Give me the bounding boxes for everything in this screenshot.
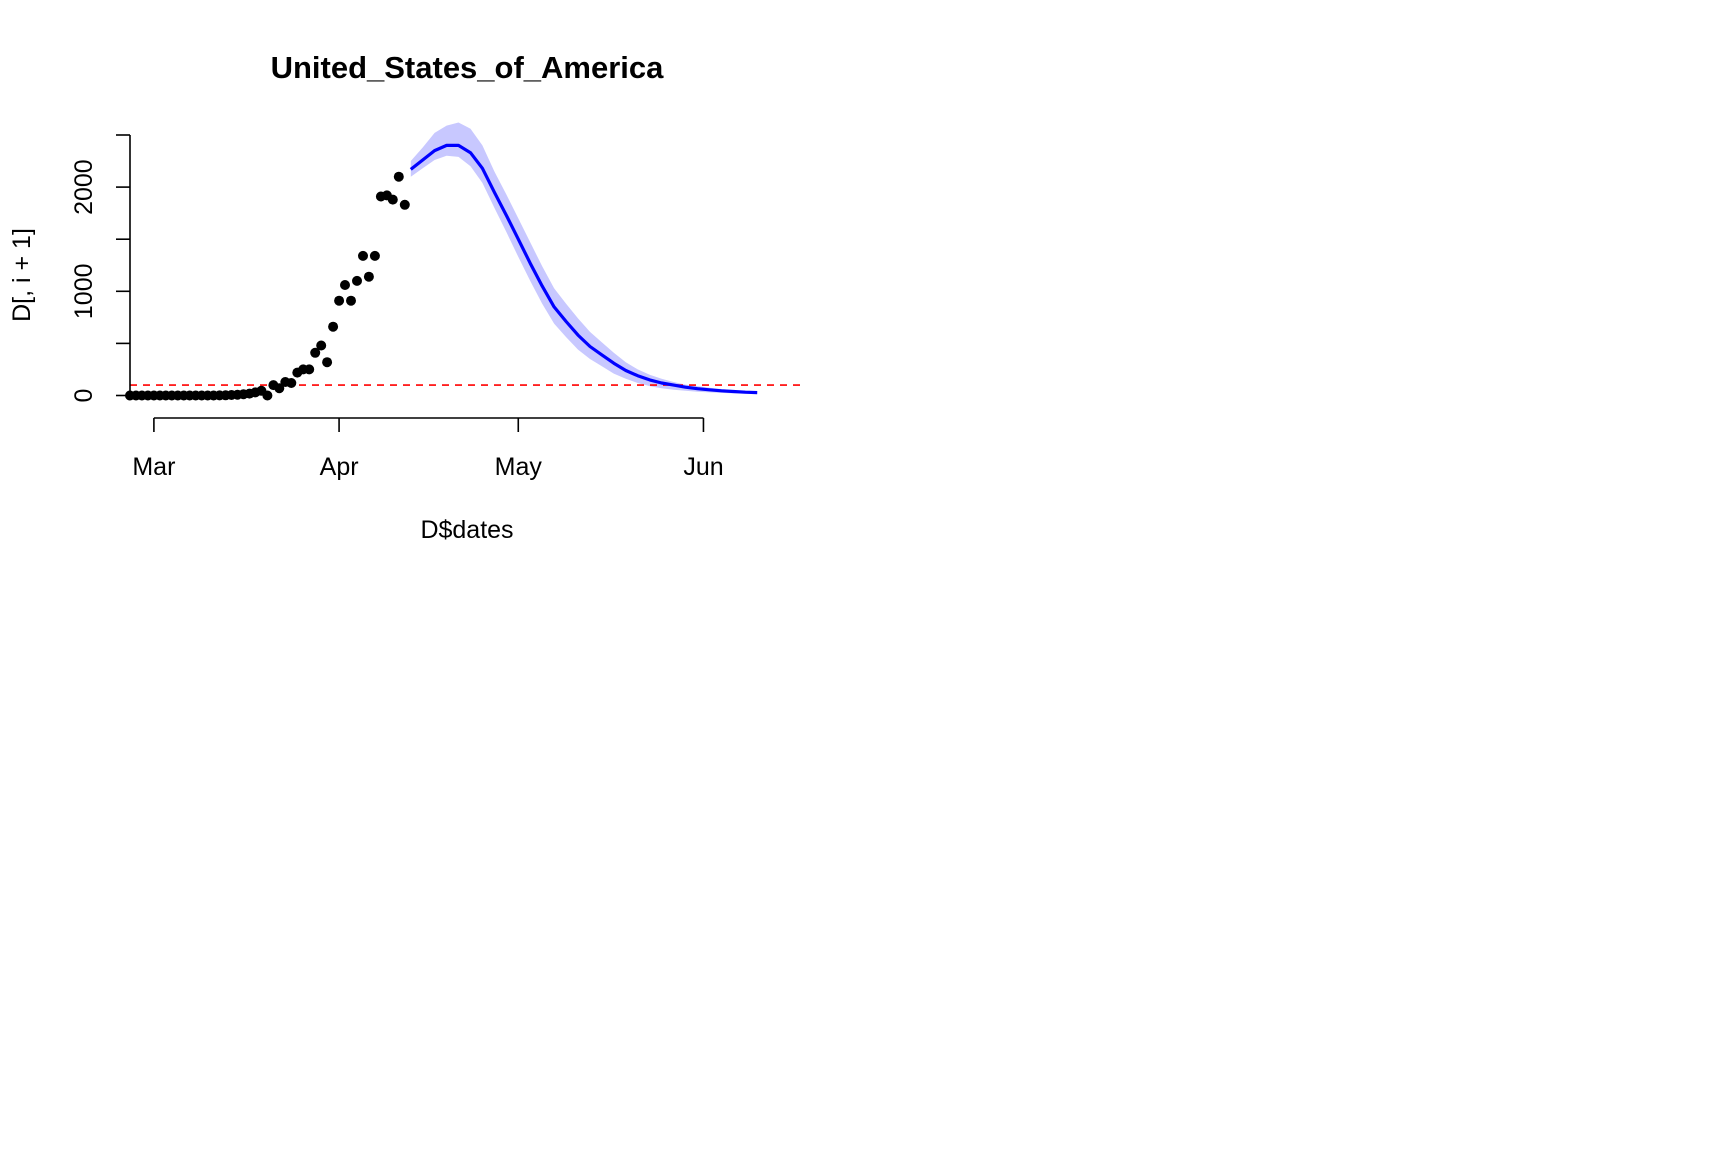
- y-axis-label: D[, i + 1]: [8, 228, 36, 322]
- data-point: [340, 280, 350, 290]
- data-point: [387, 194, 398, 205]
- data-point: [316, 340, 327, 351]
- data-point: [286, 378, 297, 388]
- x-axis: Mar Apr May Jun: [132, 417, 724, 481]
- chart-title: United_States_of_America: [271, 50, 665, 85]
- data-point: [310, 347, 321, 358]
- forecast-interval-band: [410, 122, 758, 394]
- data-point: [358, 250, 368, 261]
- x-tick-label: May: [495, 453, 543, 481]
- y-tick-label: 1000: [70, 263, 98, 319]
- data-point: [334, 295, 345, 306]
- data-point: [328, 321, 339, 332]
- x-axis-label: D$dates: [420, 516, 513, 544]
- x-tick-label: Mar: [132, 453, 175, 481]
- data-point: [369, 250, 380, 261]
- observed-points: [125, 171, 410, 401]
- data-point: [274, 383, 285, 394]
- data-point: [322, 357, 333, 368]
- forecast-line-group: [409, 143, 758, 395]
- y-tick-label: 2000: [70, 159, 98, 215]
- data-point: [304, 364, 315, 375]
- y-tick-label: 0: [70, 389, 98, 403]
- x-tick-label: Jun: [683, 453, 723, 481]
- data-point: [393, 171, 404, 182]
- data-point: [352, 275, 362, 286]
- data-point: [363, 271, 374, 282]
- forecast-line: [409, 143, 758, 395]
- data-point: [346, 295, 356, 306]
- interval-band: [410, 122, 758, 394]
- data-point: [262, 390, 273, 401]
- x-tick-label: Apr: [320, 453, 359, 481]
- y-axis: 0 1000 2000: [70, 134, 131, 403]
- data-point: [399, 199, 410, 210]
